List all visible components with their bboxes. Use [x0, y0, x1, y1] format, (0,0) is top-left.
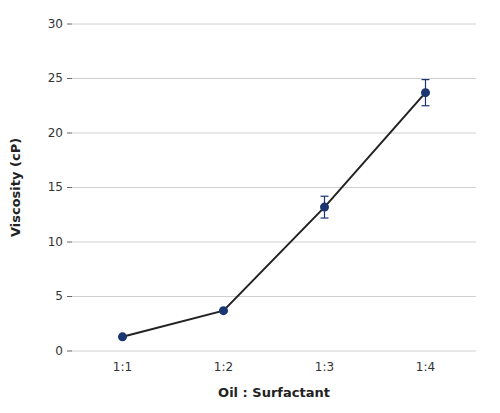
y-tick	[67, 242, 72, 243]
error-bar-cap	[422, 79, 430, 80]
grid-line	[72, 296, 476, 297]
x-axis-label: Oil : Surfactant	[218, 385, 330, 400]
line	[123, 93, 426, 337]
y-tick-label: 5	[55, 289, 63, 303]
error-bar-cap	[321, 196, 329, 197]
y-tick	[67, 133, 72, 134]
error-bar-cap	[321, 217, 329, 218]
x-axis: 1:1 1:2 1:3 1:4	[113, 360, 435, 374]
y-tick	[67, 78, 72, 79]
y-axis-label: Viscosity (cP)	[8, 138, 23, 237]
error-bar-cap	[422, 105, 430, 106]
x-tick-label: 1:3	[315, 360, 334, 374]
grid-line	[72, 351, 476, 352]
x-tick-label: 1:2	[214, 360, 233, 374]
y-tick	[67, 24, 72, 25]
y-tick	[67, 351, 72, 352]
y-tick-label: 10	[48, 235, 63, 249]
error-bar	[321, 196, 329, 218]
y-tick	[67, 296, 72, 297]
y-tick	[67, 187, 72, 188]
y-tick-label: 0	[55, 344, 63, 358]
grid-line	[72, 24, 476, 25]
marker	[320, 203, 329, 212]
grid-line	[72, 78, 476, 79]
grid-line	[72, 242, 476, 243]
x-tick-label: 1:4	[416, 360, 435, 374]
marker	[219, 306, 228, 315]
grid-line	[72, 187, 476, 188]
x-tick-label: 1:1	[113, 360, 132, 374]
y-tick-label: 20	[48, 126, 63, 140]
grid-line	[72, 133, 476, 134]
y-tick-label: 15	[48, 180, 63, 194]
y-tick-label: 25	[48, 71, 63, 85]
chart-container: 0 5 10 15 20 25 30 1:1 1:2 1:3 1:4 Oil : Surfactant…	[0, 0, 500, 413]
chart-svg: 0 5 10 15 20 25 30 1:1 1:2 1:3 1:4 Oil : Surfactant…	[0, 0, 500, 413]
plot-area	[118, 80, 430, 342]
error-bar	[422, 80, 430, 106]
marker	[118, 332, 127, 341]
y-tick-label: 30	[48, 17, 63, 31]
y-axis: 0 5 10 15 20 25 30	[48, 17, 476, 358]
marker	[421, 88, 430, 97]
